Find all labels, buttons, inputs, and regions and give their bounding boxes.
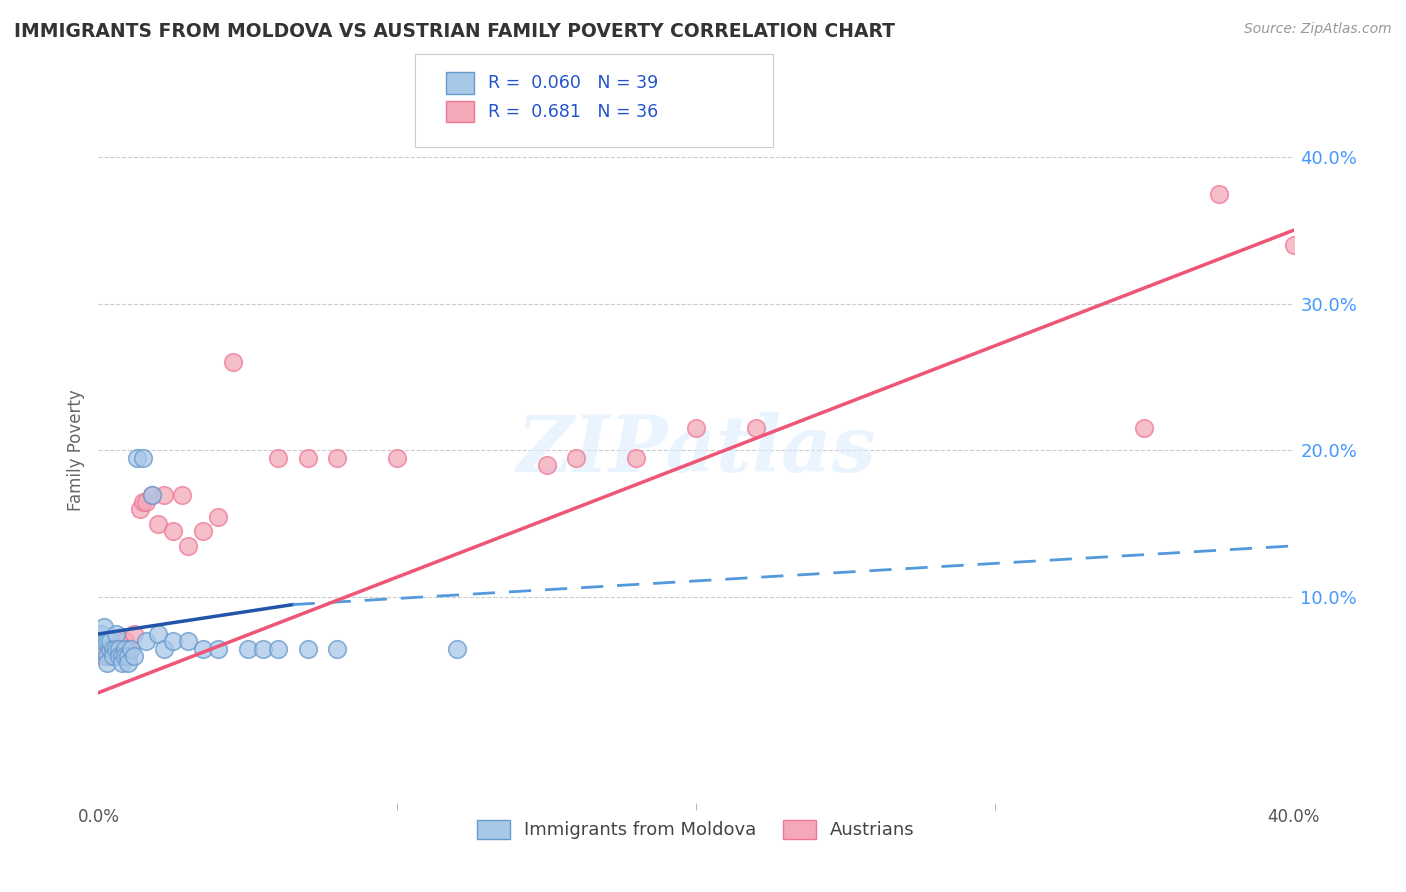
Point: [745, 421, 768, 435]
Point: [236, 641, 259, 656]
Point: [90, 641, 112, 656]
Point: [108, 648, 131, 663]
Point: [111, 657, 134, 671]
Point: [98, 641, 122, 656]
Point: [108, 634, 131, 648]
Text: IMMIGRANTS FROM MOLDOVA VS AUSTRIAN FAMILY POVERTY CORRELATION CHART: IMMIGRANTS FROM MOLDOVA VS AUSTRIAN FAMI…: [14, 22, 896, 41]
Point: [297, 450, 319, 465]
Text: ZIPatlas: ZIPatlas: [516, 412, 876, 489]
Point: [326, 450, 349, 465]
Point: [207, 641, 229, 656]
Point: [132, 495, 155, 509]
Point: [105, 648, 128, 663]
Point: [1282, 238, 1305, 252]
Point: [98, 634, 122, 648]
Point: [117, 657, 139, 671]
Point: [536, 458, 558, 472]
Point: [153, 641, 176, 656]
Text: R =  0.060   N = 39: R = 0.060 N = 39: [488, 74, 658, 92]
Point: [685, 421, 707, 435]
Point: [96, 648, 118, 663]
Point: [124, 627, 146, 641]
Text: Source: ZipAtlas.com: Source: ZipAtlas.com: [1244, 22, 1392, 37]
Point: [148, 627, 170, 641]
Point: [385, 450, 409, 465]
Point: [105, 641, 128, 656]
Point: [141, 487, 163, 501]
Point: [108, 641, 131, 656]
Point: [141, 487, 163, 501]
Point: [117, 648, 139, 663]
Point: [1208, 186, 1230, 201]
Point: [120, 641, 142, 656]
Point: [105, 627, 128, 641]
Point: [135, 495, 157, 509]
Point: [114, 634, 136, 648]
Point: [191, 524, 214, 539]
Point: [132, 450, 155, 465]
Point: [111, 641, 134, 656]
Point: [222, 355, 245, 369]
Point: [114, 641, 136, 656]
Point: [111, 648, 134, 663]
Point: [267, 641, 290, 656]
Point: [135, 634, 157, 648]
Point: [127, 450, 149, 465]
Point: [1133, 421, 1156, 435]
Point: [326, 641, 349, 656]
Point: [626, 450, 648, 465]
Point: [162, 634, 184, 648]
Point: [172, 487, 194, 501]
Legend: Immigrants from Moldova, Austrians: Immigrants from Moldova, Austrians: [470, 813, 922, 847]
Point: [446, 641, 468, 656]
Point: [267, 450, 290, 465]
Point: [565, 450, 588, 465]
Point: [96, 641, 118, 656]
Point: [93, 619, 115, 633]
Point: [153, 487, 176, 501]
Point: [96, 634, 118, 648]
Point: [103, 641, 125, 656]
Point: [129, 502, 152, 516]
Point: [108, 641, 131, 656]
Point: [297, 641, 319, 656]
Text: R =  0.681   N = 36: R = 0.681 N = 36: [488, 103, 658, 120]
Point: [177, 634, 200, 648]
Point: [148, 516, 170, 531]
Y-axis label: Family Poverty: Family Poverty: [66, 390, 84, 511]
Point: [103, 641, 125, 656]
Point: [96, 657, 118, 671]
Point: [103, 648, 125, 663]
Point: [252, 641, 274, 656]
Point: [117, 641, 139, 656]
Point: [177, 539, 200, 553]
Point: [207, 509, 229, 524]
Point: [98, 648, 122, 663]
Point: [90, 641, 112, 656]
Point: [93, 648, 115, 663]
Point: [93, 634, 115, 648]
Point: [162, 524, 184, 539]
Point: [114, 648, 136, 663]
Point: [124, 648, 146, 663]
Point: [191, 641, 214, 656]
Point: [90, 627, 112, 641]
